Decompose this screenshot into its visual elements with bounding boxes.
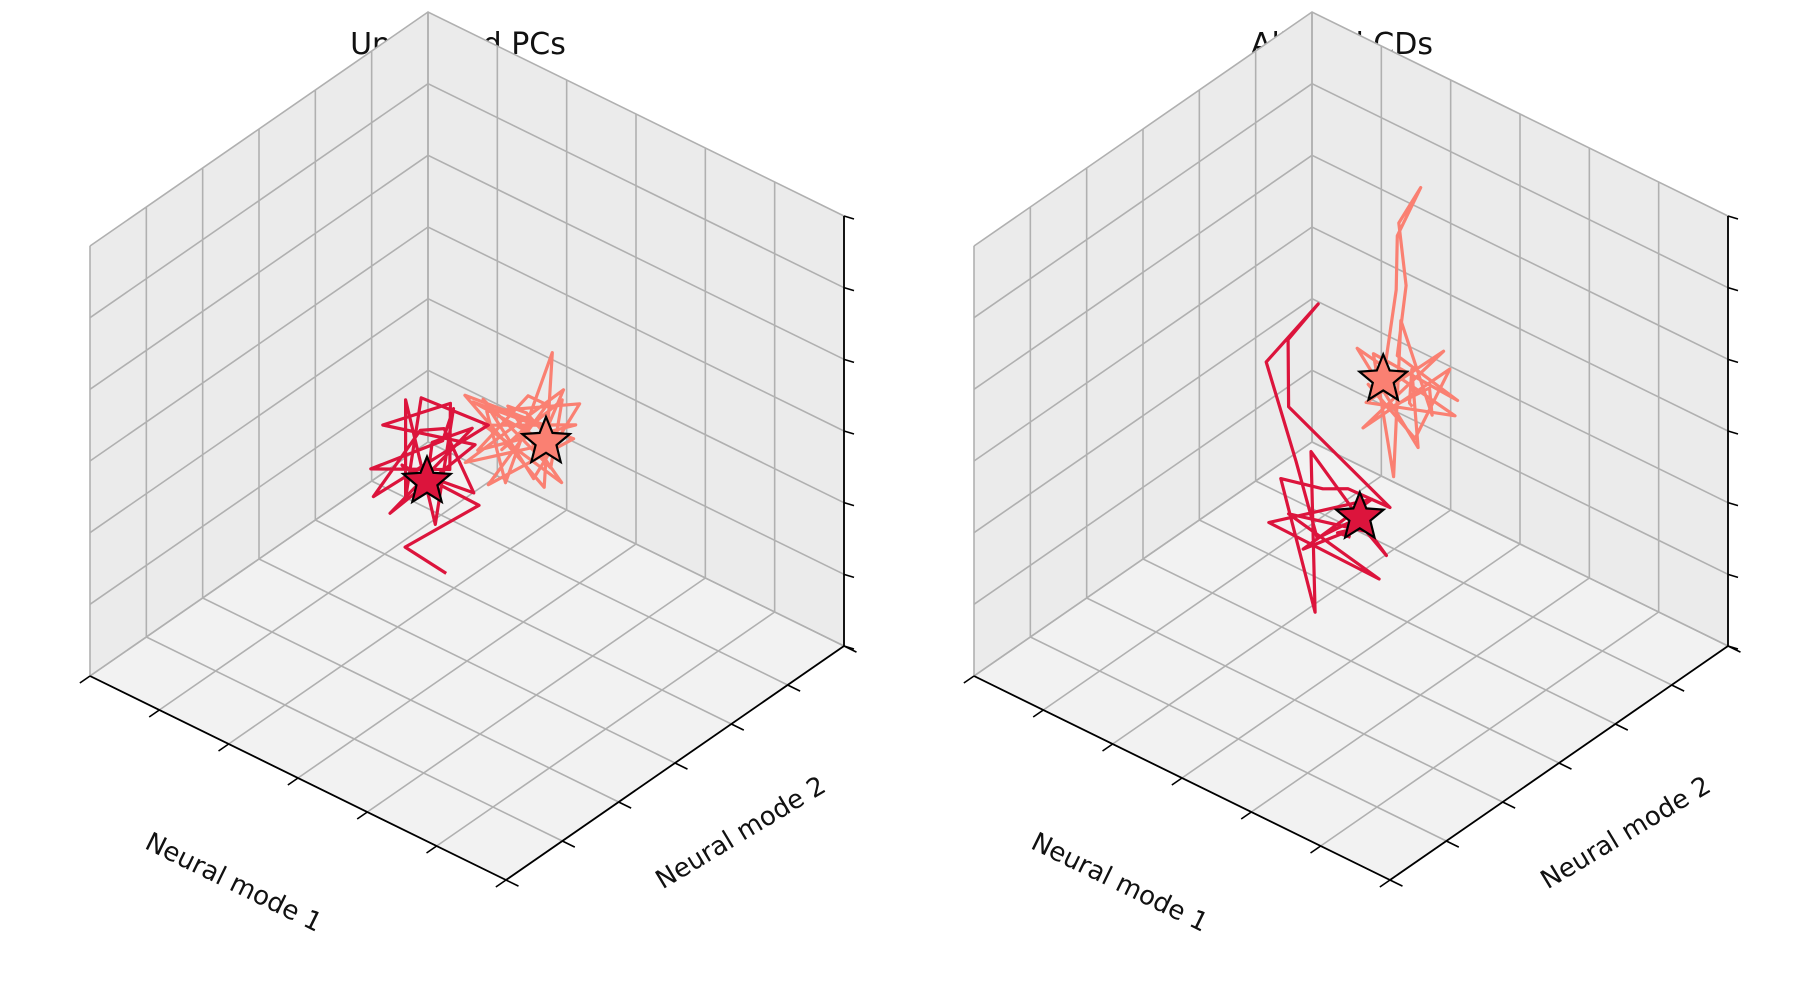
z-tick xyxy=(843,430,855,435)
z-tick xyxy=(1727,501,1739,507)
x-tick xyxy=(79,675,91,684)
x-tick xyxy=(963,675,975,684)
grid-line-y xyxy=(427,12,845,647)
y-tick xyxy=(1389,879,1403,887)
axis-ticks xyxy=(79,215,857,888)
x-tick xyxy=(1240,811,1252,820)
z-tick xyxy=(843,573,855,579)
panel-unaligned-pcs: Unaligned PCs Neural mode 1 Neural mode … xyxy=(79,11,857,939)
y-tick xyxy=(787,684,801,692)
y-tick xyxy=(1558,762,1572,770)
z-tick xyxy=(1727,358,1739,364)
z-tick xyxy=(1727,573,1739,579)
start-star-marker-0 xyxy=(1356,351,1410,403)
trajectory-line-1 xyxy=(369,396,490,575)
z-tick xyxy=(843,358,855,364)
x-tick xyxy=(287,777,299,786)
trajectory-line-0 xyxy=(1355,186,1460,479)
z-tick xyxy=(843,286,855,292)
grid-line-z xyxy=(89,11,845,247)
y-tick xyxy=(674,762,688,770)
y-tick xyxy=(1445,840,1460,848)
x-tick xyxy=(426,845,438,854)
y-tick xyxy=(843,645,857,653)
x-tick xyxy=(1171,777,1183,786)
start-star-marker-1 xyxy=(400,453,454,505)
y-tick xyxy=(1671,684,1685,692)
y-tick xyxy=(1614,723,1629,731)
x-tick xyxy=(495,879,507,888)
x-tick xyxy=(218,743,230,752)
start-markers xyxy=(400,413,573,505)
x-axis-label: Neural mode 1 xyxy=(140,827,326,938)
grid-line-z xyxy=(973,11,1729,247)
start-star-marker-1 xyxy=(1333,489,1387,540)
x-tick xyxy=(148,709,160,718)
y-tick xyxy=(1727,645,1741,653)
z-tick xyxy=(843,215,855,220)
grid-line-y xyxy=(1311,12,1729,647)
y-tick xyxy=(730,723,745,731)
z-tick xyxy=(1727,215,1739,220)
y-tick xyxy=(561,840,576,848)
x-tick xyxy=(1032,709,1044,718)
x-axis-label: Neural mode 1 xyxy=(1026,827,1212,938)
z-tick xyxy=(843,501,855,507)
y-axis-label: Neural mode 2 xyxy=(651,771,832,896)
y-tick xyxy=(505,879,519,887)
z-tick xyxy=(1727,430,1739,435)
panel-aligned-cds: Aligned CDs Neural mode 1 Neural mode 2 xyxy=(963,11,1741,939)
start-markers xyxy=(1333,351,1410,540)
y-tick xyxy=(618,801,632,809)
x-tick xyxy=(1310,845,1322,854)
y-axis-label: Neural mode 2 xyxy=(1536,771,1717,896)
y-tick xyxy=(1502,801,1516,809)
axis-ticks xyxy=(963,215,1741,888)
x-tick xyxy=(1379,879,1391,888)
x-tick xyxy=(356,811,368,820)
z-tick xyxy=(1727,286,1739,292)
x-tick xyxy=(1102,743,1114,752)
start-star-marker-0 xyxy=(519,413,573,465)
